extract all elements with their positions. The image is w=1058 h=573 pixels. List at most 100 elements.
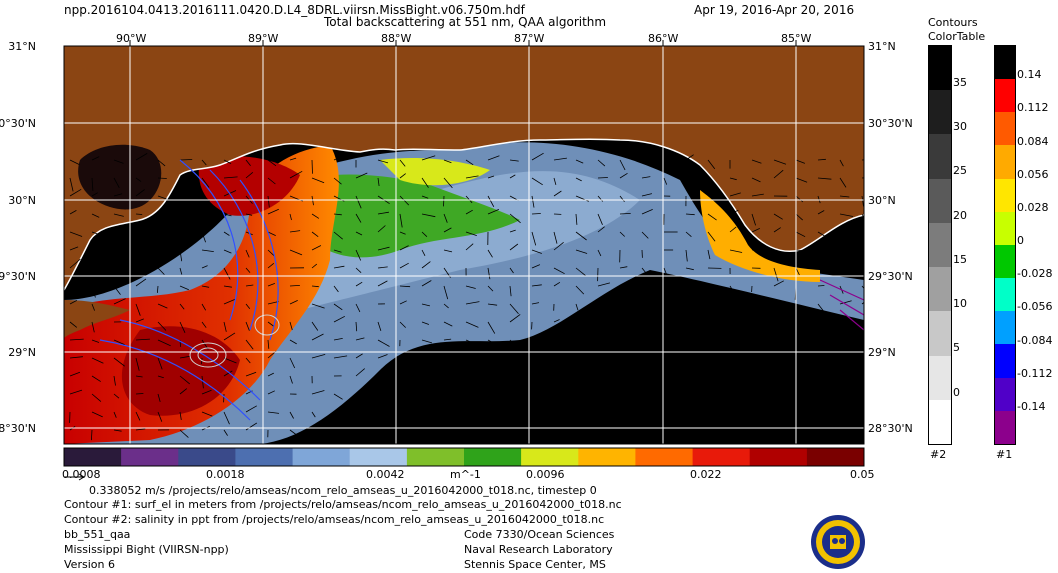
vector-arrow <box>729 226 737 233</box>
colortable-segment <box>995 145 1015 179</box>
lat-label-left-31n: 31°N <box>8 40 36 53</box>
vector-arrow <box>421 249 426 256</box>
vector-arrow <box>443 393 450 401</box>
vector-arrow <box>355 213 362 223</box>
vector-arrow <box>157 207 169 215</box>
vector-arrow <box>69 321 78 328</box>
colortable-label: 30 <box>953 120 967 134</box>
vector-arrow <box>817 267 830 270</box>
vector-arrow <box>377 339 390 347</box>
vector-arrow <box>619 266 628 269</box>
vector-arrow <box>707 159 716 170</box>
vector-arrow <box>179 355 190 359</box>
contour-lines <box>99 159 864 421</box>
vector-arrow <box>861 195 864 207</box>
vector-arrow <box>641 339 648 349</box>
vector-arrow <box>597 303 605 307</box>
vector-arrow <box>443 423 453 431</box>
vector-arrow <box>267 390 275 395</box>
vector-arrow <box>619 393 622 401</box>
vector-arrow <box>113 285 121 295</box>
vector-arrow <box>135 265 148 269</box>
vector-arrow <box>377 374 391 377</box>
vector-arrow <box>223 370 233 377</box>
vector-arrow <box>201 231 206 243</box>
vector-arrow <box>157 321 167 331</box>
vector-arrow <box>333 303 343 311</box>
colorbar-segment <box>749 448 808 466</box>
vector-arrow <box>663 393 670 405</box>
vector-arrow <box>574 357 577 368</box>
surf-el-contour <box>819 279 864 301</box>
colortable-label: 10 <box>953 297 967 311</box>
vector-arrow <box>311 333 324 341</box>
vector-arrow <box>223 332 236 341</box>
vector-arrow <box>575 390 583 395</box>
vector-scale-note: 0.338052 m/s /projects/relo/amseas/ncom_… <box>89 484 597 497</box>
vector-arrow <box>487 303 498 306</box>
vector-arrow <box>91 156 100 161</box>
vector-arrow <box>619 195 625 203</box>
colortable-segment <box>929 267 951 312</box>
vector-arrow <box>113 231 116 241</box>
vector-arrow <box>223 429 228 436</box>
vector-arrow <box>685 303 695 309</box>
vector-arrow <box>465 209 473 215</box>
vector-arrow <box>553 421 564 431</box>
vector-arrow <box>553 375 562 381</box>
vector-arrow <box>509 303 519 315</box>
vector-arrow <box>707 249 711 260</box>
vector-arrow <box>817 339 821 351</box>
vector-arrow <box>773 321 781 331</box>
surf-el-contour <box>209 169 259 331</box>
vector-arrow <box>751 320 763 323</box>
vector-arrow <box>355 405 366 413</box>
vector-arrow <box>311 195 314 206</box>
vector-arrow <box>509 357 518 370</box>
vector-arrow <box>399 393 408 405</box>
vector-arrow <box>509 429 515 436</box>
vector-arrow <box>223 298 236 305</box>
vector-arrow <box>861 339 864 341</box>
vector-arrow <box>509 229 516 233</box>
vector-arrow <box>420 411 423 424</box>
vector-arrow <box>465 429 469 438</box>
vector-arrow <box>795 409 805 413</box>
vector-arrow <box>773 393 783 399</box>
vector-arrow <box>135 230 144 233</box>
vector-arrow <box>619 159 626 171</box>
vector-arrow <box>487 285 494 292</box>
vector-arrow <box>685 231 692 238</box>
map-grid <box>64 40 864 444</box>
vector-arrow <box>641 285 654 288</box>
colortable-segment <box>929 399 951 444</box>
vector-arrow <box>179 411 182 420</box>
vector-arrow <box>641 390 650 395</box>
vector-arrow <box>333 315 345 323</box>
vector-arrow <box>751 159 762 164</box>
colortable-label: -0.084 <box>1017 333 1053 347</box>
vector-arrow <box>69 177 74 192</box>
vector-arrow <box>267 159 277 167</box>
vector-arrow <box>795 337 806 341</box>
vector-arrow <box>333 213 342 216</box>
vector-arrow <box>179 303 185 310</box>
lon-label-85w: 85°W <box>781 32 812 45</box>
contour1-note: Contour #1: surf_el in meters from /proj… <box>64 498 622 511</box>
vector-arrow <box>311 177 325 184</box>
vector-arrow <box>421 213 436 218</box>
nrl-seal-logo <box>811 515 865 569</box>
vector-arrow <box>355 353 363 359</box>
vector-arrow <box>157 339 171 347</box>
vector-arrow <box>91 357 104 364</box>
vector-arrow <box>795 195 804 203</box>
vector-arrow <box>135 213 143 215</box>
vector-arrow <box>553 319 560 323</box>
vector-arrow <box>157 159 166 167</box>
colortable-label: 15 <box>953 252 967 266</box>
surf-el-colortable <box>994 45 1016 445</box>
vector-arrow <box>773 411 788 413</box>
vector-arrow <box>795 303 806 315</box>
vector-arrow <box>839 393 847 398</box>
vector-arrow <box>421 339 433 344</box>
